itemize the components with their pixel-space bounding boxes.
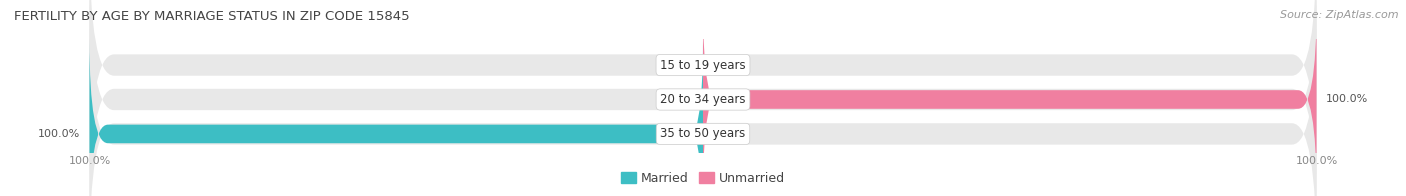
Text: 0.0%: 0.0% xyxy=(716,129,744,139)
Text: 0.0%: 0.0% xyxy=(716,60,744,70)
Text: 0.0%: 0.0% xyxy=(662,94,690,104)
Text: 35 to 50 years: 35 to 50 years xyxy=(661,127,745,140)
Text: 100.0%: 100.0% xyxy=(38,129,80,139)
Legend: Married, Unmarried: Married, Unmarried xyxy=(616,167,790,190)
FancyBboxPatch shape xyxy=(90,0,1316,196)
Text: FERTILITY BY AGE BY MARRIAGE STATUS IN ZIP CODE 15845: FERTILITY BY AGE BY MARRIAGE STATUS IN Z… xyxy=(14,10,409,23)
Text: 0.0%: 0.0% xyxy=(662,60,690,70)
FancyBboxPatch shape xyxy=(90,40,703,196)
Text: 20 to 34 years: 20 to 34 years xyxy=(661,93,745,106)
FancyBboxPatch shape xyxy=(90,0,1316,192)
Text: 100.0%: 100.0% xyxy=(1326,94,1368,104)
Text: Source: ZipAtlas.com: Source: ZipAtlas.com xyxy=(1281,10,1399,20)
FancyBboxPatch shape xyxy=(703,5,1316,193)
FancyBboxPatch shape xyxy=(90,7,1316,196)
Text: 15 to 19 years: 15 to 19 years xyxy=(661,59,745,72)
